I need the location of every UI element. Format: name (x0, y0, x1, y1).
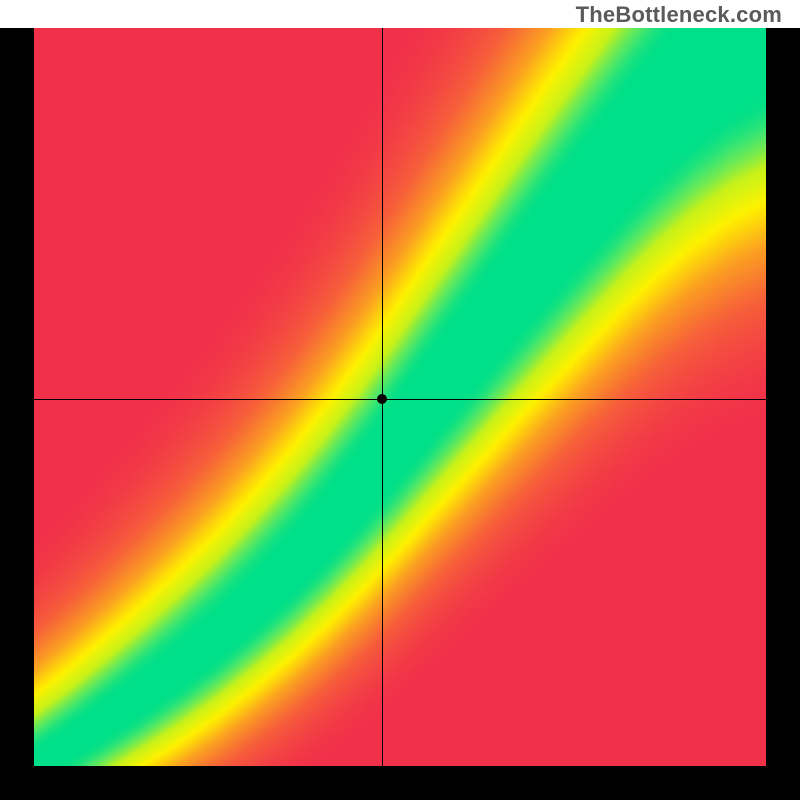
chart-container: TheBottleneck.com (0, 0, 800, 800)
data-point (377, 394, 387, 404)
plot-outer-frame (0, 28, 800, 800)
crosshair-horizontal (34, 399, 766, 400)
plot-inner (34, 28, 766, 766)
heatmap-canvas (34, 28, 766, 766)
watermark-text: TheBottleneck.com (576, 2, 782, 28)
